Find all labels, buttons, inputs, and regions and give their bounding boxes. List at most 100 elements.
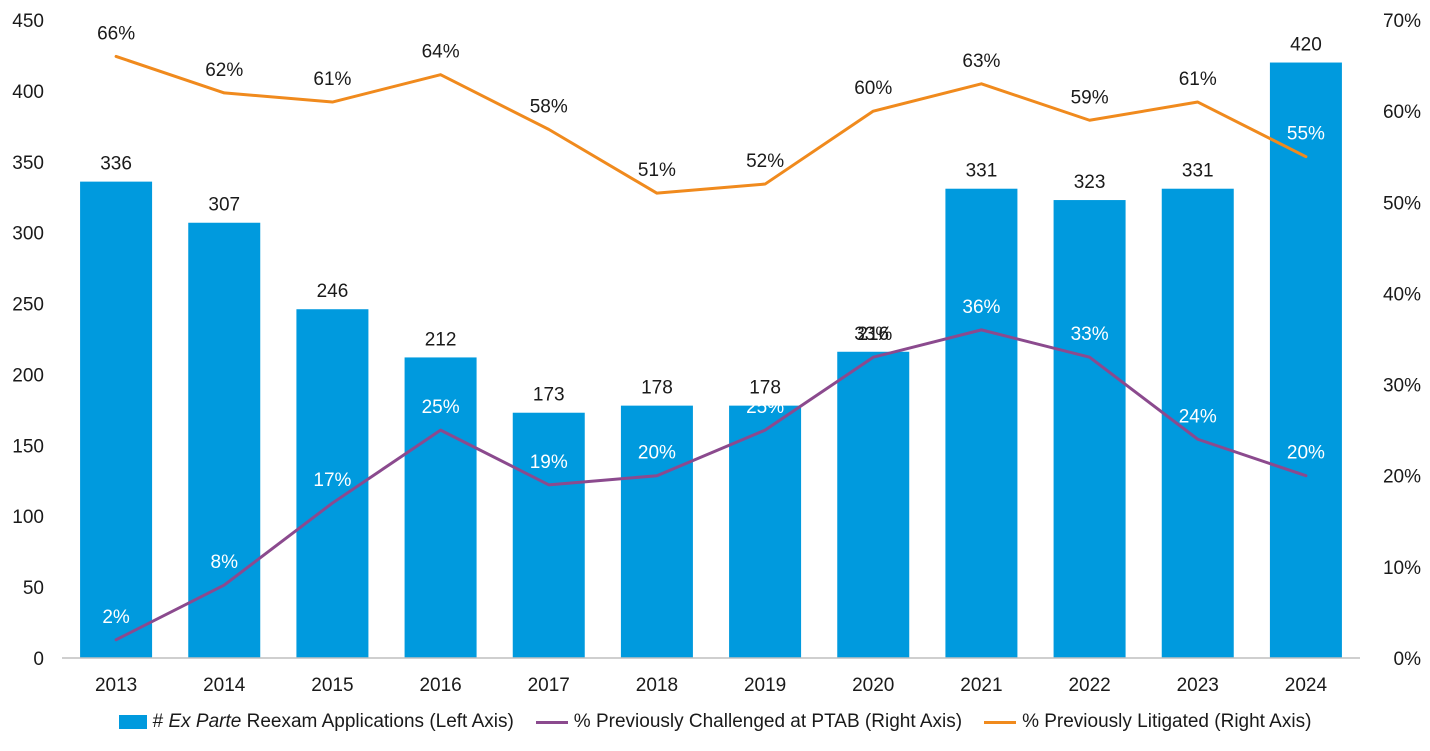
x-tick-2020: 2020 [852,675,894,696]
legend-bar-suffix: Reexam Applications (Left Axis) [241,711,514,732]
litigated-label-2018: 51% [638,160,676,181]
legend-label-ptab: % Previously Challenged at PTAB (Right A… [573,711,963,732]
x-tick-2019: 2019 [744,675,786,696]
legend-bar-italic: Ex Parte [168,711,242,732]
bar-2017 [512,412,585,658]
x-tick-2015: 2015 [311,675,353,696]
x-tick-2021: 2021 [960,675,1002,696]
legend-item-litigated: % Previously Litigated (Right Axis) [984,711,1311,733]
bar-label-2018: 178 [641,378,673,399]
left-tick-450: 450 [12,11,44,32]
bar-2013 [80,181,153,659]
legend: # Ex Parte Reexam Applications (Left Axi… [0,708,1430,736]
bar-label-2020: 216 [857,324,889,345]
left-tick-350: 350 [12,153,44,174]
right-tick-70: 70% [1383,11,1421,32]
ptab-label-2020: 33% [854,324,892,345]
bar-2023 [1161,188,1234,658]
legend-swatch-applications [118,715,147,729]
bar-2024 [1269,62,1342,659]
ptab-label-2014: 8% [211,552,239,573]
left-tick-50: 50 [23,578,44,599]
ptab-label-2015: 17% [313,470,351,491]
data-labels-layer: 336 307 246 212 173 178 178 216 331 323 331 420 66% 6… [97,23,1325,627]
left-axis-ticks: 0 50 100 150 200 250 300 350 400 450 [12,11,44,670]
x-tick-2013: 2013 [95,675,137,696]
legend-swatch-ptab [535,720,568,724]
bar-label-2019: 178 [749,378,781,399]
right-tick-60: 60% [1383,102,1421,123]
x-tick-2017: 2017 [528,675,570,696]
litigated-label-2021: 63% [962,51,1000,72]
bars-layer [80,62,1342,659]
left-tick-400: 400 [12,82,44,103]
ptab-label-2019: 25% [746,397,784,418]
right-tick-30: 30% [1383,376,1421,397]
left-tick-100: 100 [12,507,44,528]
legend-swatch-litigated [984,720,1017,724]
right-tick-40: 40% [1383,284,1421,305]
right-tick-10: 10% [1383,558,1421,579]
bar-2016 [404,357,477,658]
x-tick-2014: 2014 [203,675,246,696]
litigated-label-2017: 58% [530,96,568,117]
bar-2018 [620,405,693,658]
litigated-line [114,54,1308,195]
bar-label-2024: 420 [1290,35,1322,56]
bar-label-2014: 307 [208,195,240,216]
legend-bar-prefix: # [152,711,169,732]
bar-label-2021: 331 [966,161,998,182]
ptab-line [114,328,1308,642]
right-tick-0: 0% [1394,649,1422,670]
lines-layer [114,54,1308,642]
bar-2019 [729,405,802,658]
legend-label-litigated: % Previously Litigated (Right Axis) [1022,711,1312,732]
bar-label-2023: 331 [1182,161,1214,182]
bar-label-2016: 212 [425,329,457,350]
left-tick-150: 150 [12,436,44,457]
bar-label-2017: 173 [533,385,565,406]
x-axis-ticks: 2013 2014 2015 2016 2017 2018 2019 2020 2021 2022… [95,675,1328,696]
ptab-label-2018: 20% [638,443,676,464]
x-tick-2024: 2024 [1285,675,1328,696]
ptab-label-2023: 24% [1179,406,1217,427]
litigated-label-2013: 66% [97,23,135,44]
legend-label-applications: # Ex Parte Reexam Applications (Left Axi… [153,711,514,733]
right-tick-20: 20% [1383,467,1421,488]
litigated-label-2024: 55% [1287,124,1325,145]
legend-item-applications: # Ex Parte Reexam Applications (Left Axi… [118,711,514,733]
litigated-label-2016: 64% [422,42,460,63]
litigated-label-2019: 52% [746,151,784,172]
bar-label-2013: 336 [100,154,132,175]
bar-2014 [188,222,261,658]
x-tick-2022: 2022 [1068,675,1110,696]
bar-label-2015: 246 [317,281,349,302]
litigated-label-2020: 60% [854,78,892,99]
left-tick-300: 300 [12,224,44,245]
ptab-label-2022: 33% [1071,324,1109,345]
ptab-label-2017: 19% [530,452,568,473]
bar-2020 [837,351,910,658]
right-tick-50: 50% [1383,193,1421,214]
litigated-label-2023: 61% [1179,69,1217,90]
ptab-label-2016: 25% [422,397,460,418]
bar-2021 [945,188,1018,658]
ptab-label-2024: 20% [1287,443,1325,464]
right-axis-ticks: 0% 10% 20% 30% 40% 50% 60% 70% [1383,11,1421,670]
left-tick-250: 250 [12,295,44,316]
bar-2015 [296,309,369,658]
litigated-label-2014: 62% [205,60,243,81]
bar-label-2022: 323 [1074,172,1106,193]
litigated-label-2022: 59% [1071,87,1109,108]
x-tick-2018: 2018 [636,675,678,696]
ptab-label-2021: 36% [962,297,1000,318]
x-tick-2023: 2023 [1177,675,1219,696]
ptab-label-2013: 2% [102,607,130,628]
left-tick-0: 0 [33,649,44,670]
left-tick-200: 200 [12,365,44,386]
x-tick-2016: 2016 [419,675,461,696]
legend-item-ptab: % Previously Challenged at PTAB (Right A… [535,711,963,733]
litigated-label-2015: 61% [313,69,351,90]
bar-2022 [1053,200,1126,658]
